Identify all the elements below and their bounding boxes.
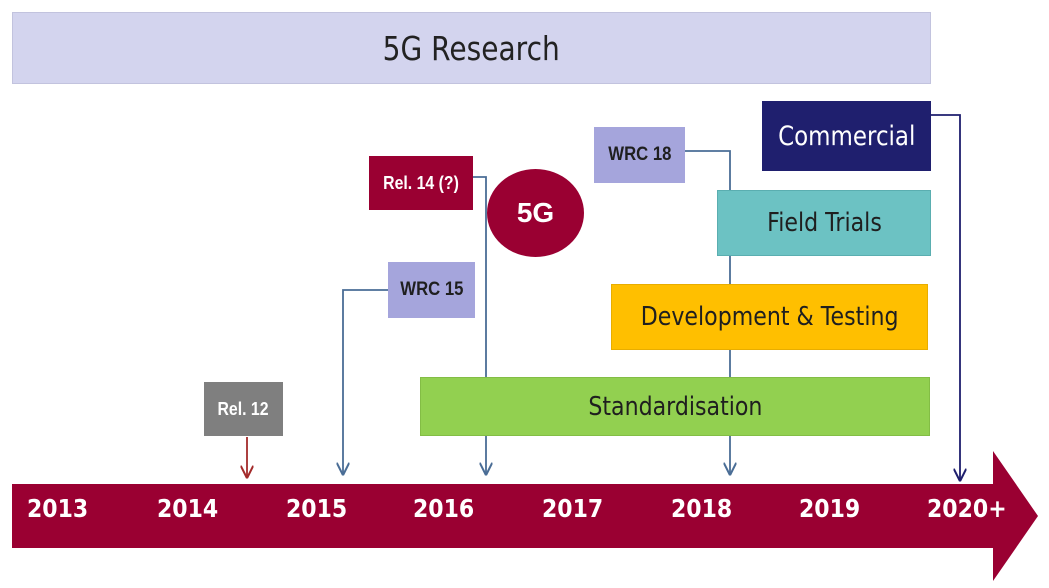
wrc18-badge: WRC 18 [594, 127, 685, 183]
commercial-connector [931, 114, 960, 480]
wrc15-connector [343, 289, 388, 474]
year-label: 2018 [671, 494, 733, 523]
rel14-badge: Rel. 14 (?) [369, 156, 473, 210]
research-label: 5G Research [382, 28, 561, 68]
wrc15-badge: WRC 15 [388, 262, 475, 318]
year-label: 2017 [542, 494, 604, 523]
field-trials-box: Field Trials [717, 190, 931, 256]
research-banner: 5G Research [12, 12, 931, 84]
dev-testing-box: Development & Testing [611, 284, 928, 350]
year-label: 2015 [286, 494, 348, 523]
rel12-badge: Rel. 12 [204, 382, 283, 436]
fiveg-ellipse: 5G [487, 169, 584, 257]
commercial-badge: Commercial [762, 101, 931, 171]
year-label: 2020+ [927, 494, 1007, 523]
year-label: 2019 [799, 494, 861, 523]
rel14-connector [473, 176, 486, 474]
year-label: 2013 [27, 494, 89, 523]
year-label: 2016 [413, 494, 475, 523]
standardisation-box: Standardisation [420, 377, 930, 436]
year-label: 2014 [157, 494, 219, 523]
wrc18-connector [685, 150, 730, 474]
